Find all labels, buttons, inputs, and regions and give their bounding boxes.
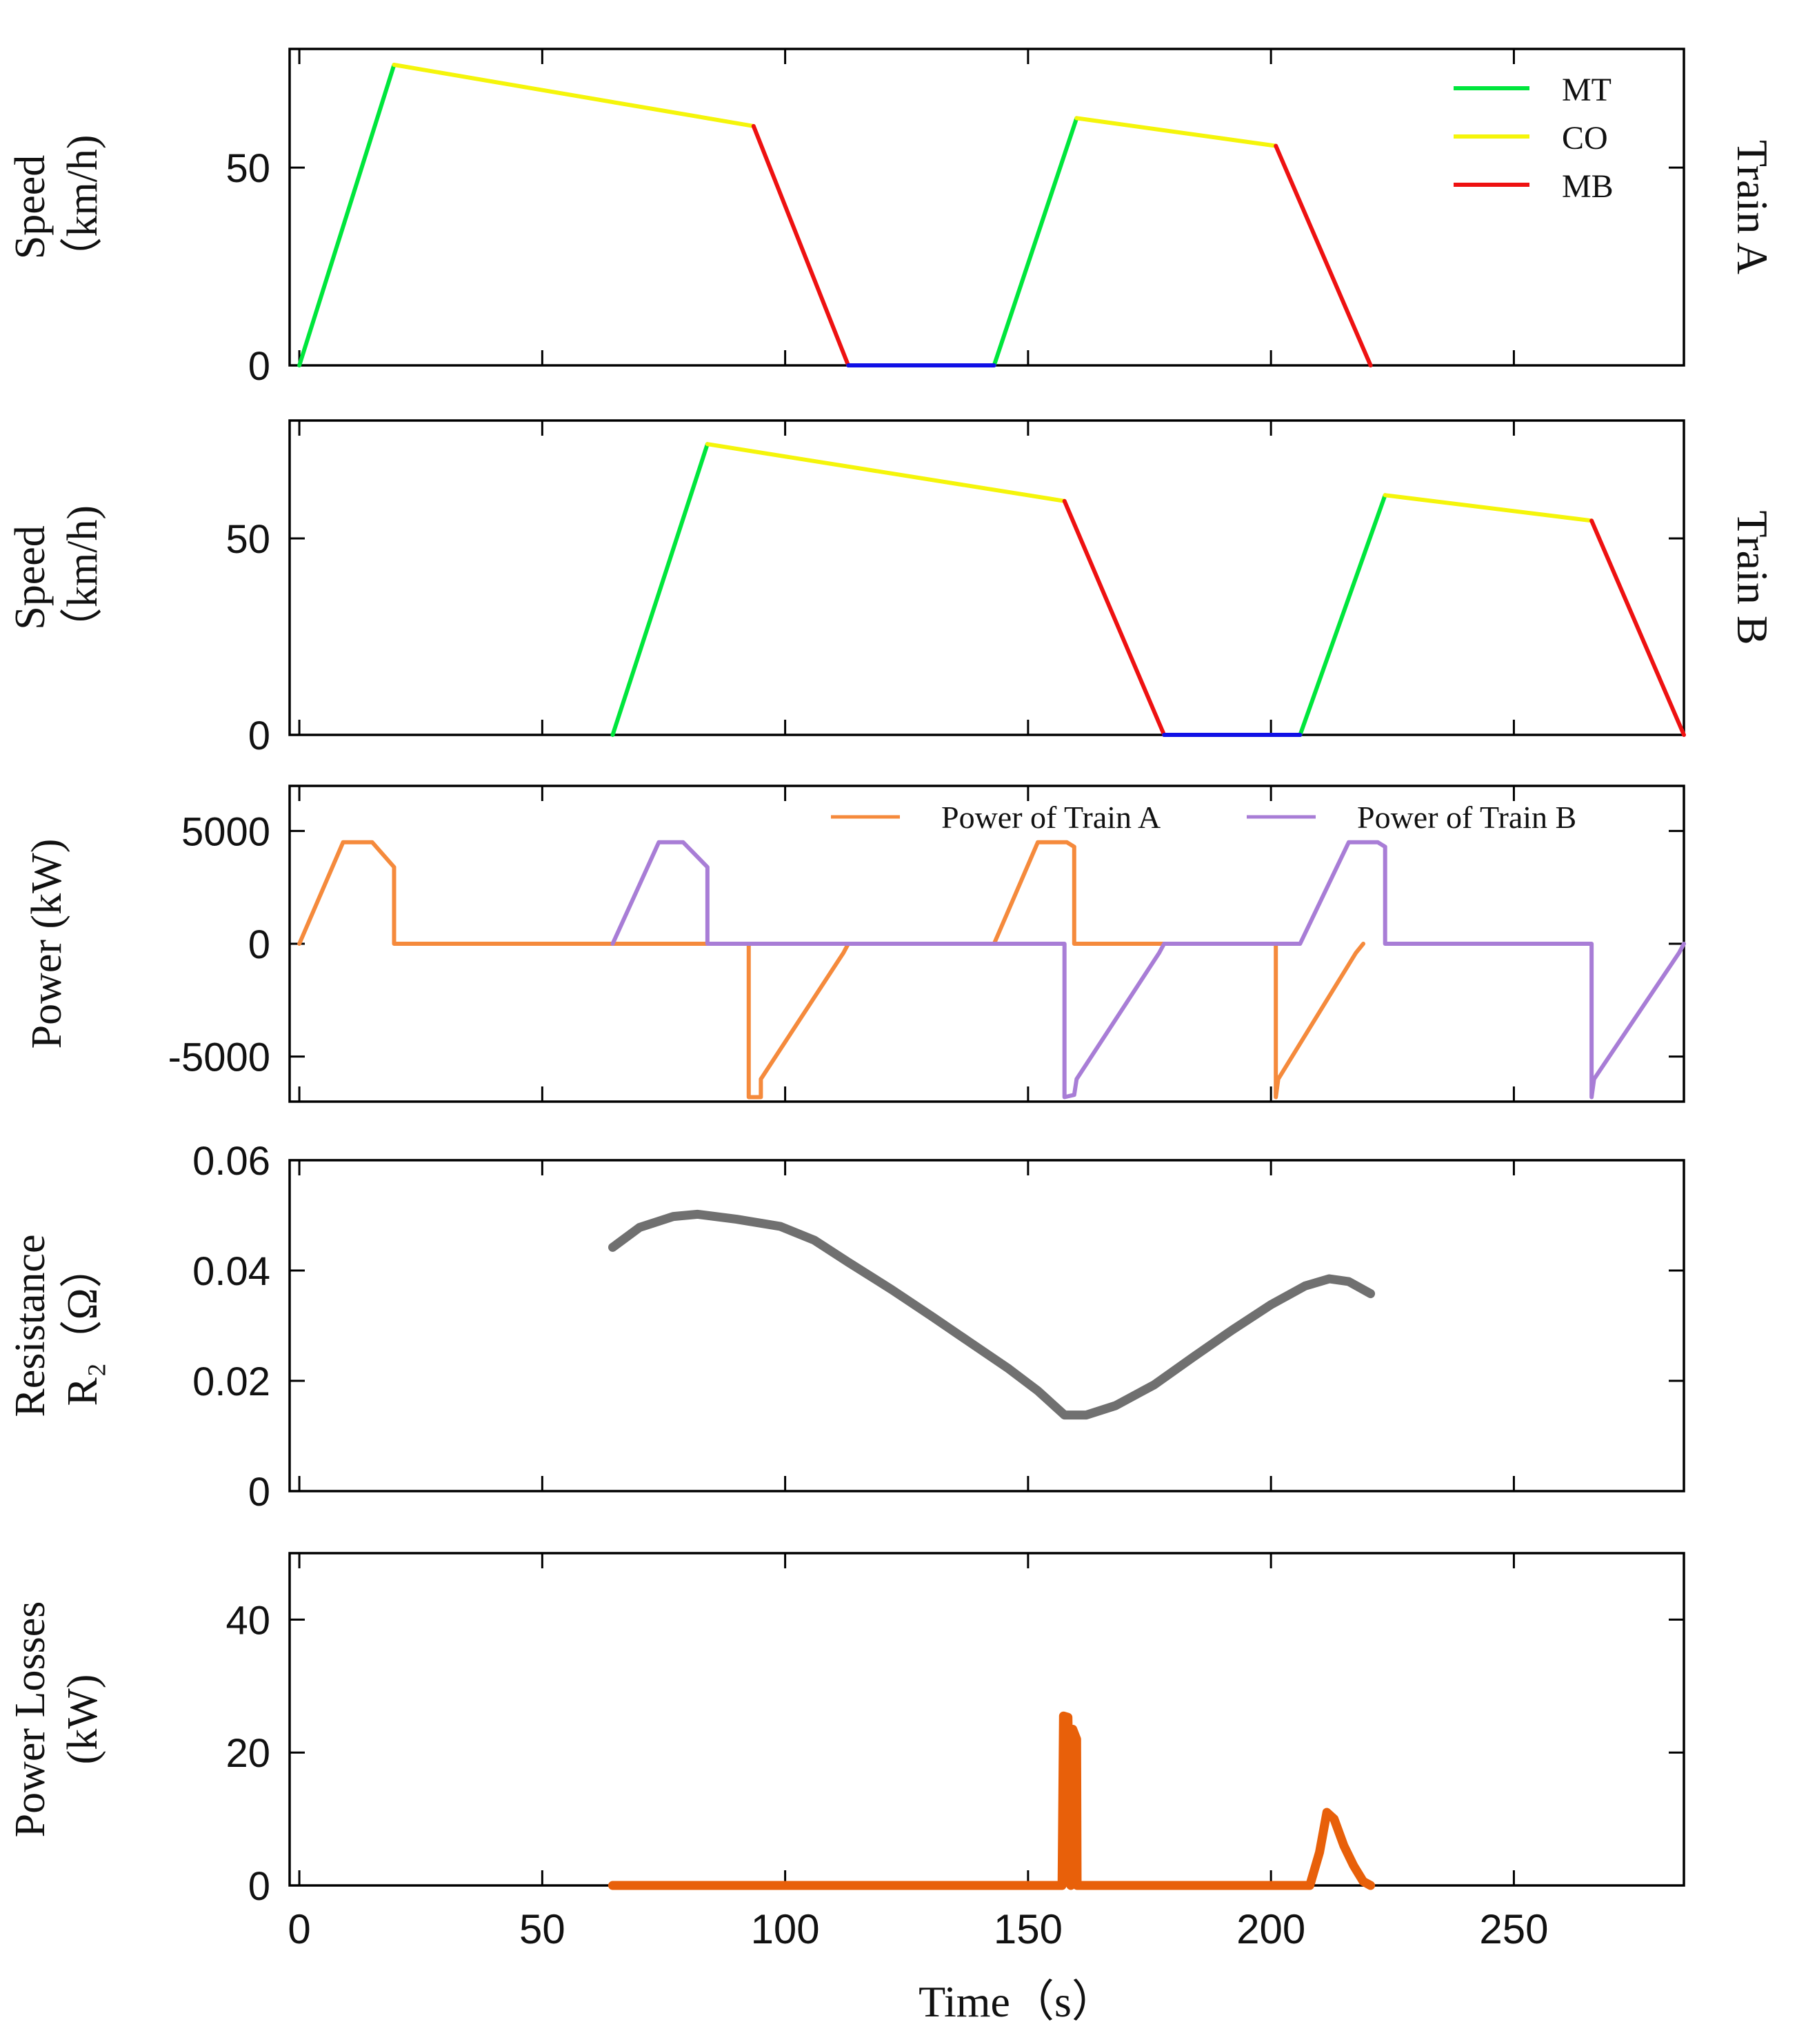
panel-speed_a: 0 50 Speed （km/h) Train A MT CO MB [7,48,1777,389]
series-r2 [608,1209,1376,1420]
x-tick-label: 200 [1236,1906,1305,1952]
series-mb [751,123,851,367]
series-mb [1062,498,1167,737]
y-tick-label: 40 [225,1598,270,1643]
legend-entry: Power of Train A [941,800,1161,835]
y-tick-label: 0 [248,714,270,758]
y-tick-label: -5000 [168,1035,270,1080]
panel-losses: 0 20 40 Power Losses (kW) [7,1552,1685,1909]
plot-frame [288,1159,1685,1492]
series-mb [1274,143,1373,367]
series-mb [1589,518,1686,737]
x-tick-label: 100 [751,1906,820,1952]
y-axis-label: (kW) [59,1674,106,1765]
legend-entry: Power of Train B [1357,800,1576,835]
series-mt [992,116,1079,367]
x-tick-label: 0 [288,1906,310,1952]
y-axis-label: Resistance [7,1234,54,1417]
x-tick-label: 250 [1479,1906,1548,1952]
series-co [1383,493,1594,523]
series-mt [610,442,710,737]
y-tick-label: 20 [225,1731,270,1776]
legend-entry: CO [1562,120,1608,156]
y-tick-label: 0 [248,1864,270,1909]
y-axis-label: （km/h) [59,134,106,279]
panel-speed_b: 0 50 Speed （km/h) Train B [7,419,1777,758]
y-axis-label: R₂（Ω） [59,1245,106,1406]
plot-frame [288,48,1685,367]
y-tick-label: 0.06 [192,1139,270,1184]
y-tick-label: 50 [225,517,270,562]
series-mt [297,63,396,367]
series-co [1074,116,1278,148]
y-tick-label: 0 [248,922,270,967]
y-axis-label: Power Losses [7,1601,54,1838]
legend-entry: MB [1562,168,1614,205]
panel-power: -5000 0 5000 Power (kW) Power of Train A Powe… [23,785,1686,1103]
x-axis-label: Time（s） [918,1977,1116,2026]
plot-frame [288,419,1685,736]
series-power-losses [608,1711,1376,1890]
y-axis-label: Speed [7,155,54,260]
series-mt [1298,493,1387,737]
x-tick-label: 150 [994,1906,1063,1952]
plot-frame [288,1552,1685,1887]
y-tick-label: 0.02 [192,1359,270,1404]
train-label: Train A [1728,140,1777,274]
y-axis-label: （km/h) [59,505,106,650]
legend-entry: MT [1562,72,1612,108]
train-label: Train B [1728,510,1777,645]
y-tick-label: 5000 [181,809,270,854]
y-axis-label: Power (kW) [23,839,70,1049]
series-co [392,63,756,128]
y-tick-label: 0 [248,344,270,389]
y-tick-label: 0.04 [192,1249,270,1294]
y-tick-label: 0 [248,1470,270,1515]
y-tick-label: 50 [225,146,270,191]
x-tick-label: 50 [519,1906,565,1952]
series-co [705,442,1067,503]
series-power-of-train-b [610,840,1686,1100]
series-power-of-train-a [297,840,1365,1100]
y-axis-label: Speed [7,525,54,630]
panel-resistance: 0 0.02 0.04 0.06 Resistance R₂（Ω） [7,1139,1685,1515]
